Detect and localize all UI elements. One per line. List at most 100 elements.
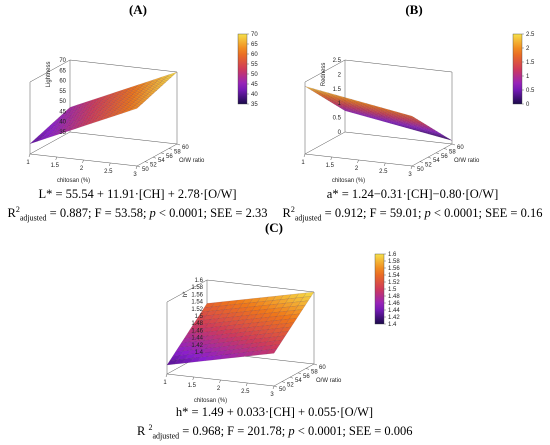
z-tick-label: 0	[338, 130, 342, 136]
r2-sup: 2	[15, 205, 20, 214]
z-tick-label: 1.48	[191, 321, 203, 327]
z-axis-label: Lightness	[46, 62, 52, 88]
z-tick-label: 35	[59, 130, 66, 136]
y-tick-mark	[160, 152, 165, 155]
x-tick-mark	[55, 156, 57, 161]
y-tick-mark	[144, 161, 149, 163]
axis-line	[69, 59, 178, 73]
z-tick-label: 1.46	[191, 328, 203, 334]
surface-cell	[297, 300, 309, 307]
colorbar-tick-label: 1.4	[388, 322, 397, 328]
x-tick-mark	[219, 379, 221, 384]
x-tick-label: 1	[163, 380, 167, 386]
x-tick-mark	[82, 159, 84, 164]
axis-line	[344, 131, 453, 145]
surface	[166, 291, 315, 366]
surface	[304, 86, 453, 141]
x-tick-mark	[410, 165, 413, 170]
z-tick-label: 65	[59, 68, 66, 74]
x-tick-label: 2.5	[379, 169, 388, 175]
surface-cell	[143, 92, 155, 99]
panel-label-a: (A)	[128, 2, 148, 17]
x-tick-label: 2.5	[104, 169, 113, 175]
z-tick-label: 0.5	[333, 116, 342, 122]
y-tick-mark	[289, 376, 294, 379]
equation-a-main: L* = 55.54 + 11.91·[CH] + 2.78·[O/W]	[38, 187, 237, 201]
colorbar-tick-label: 1	[526, 74, 530, 80]
surface-cell	[146, 90, 158, 96]
colorbar-tick-label: 1.5	[526, 60, 535, 66]
x-tick-label: 1.5	[51, 163, 60, 169]
z-tick-label: 1.5	[333, 87, 342, 93]
r2-rest-a: = 0.887; F = 53.58;	[46, 206, 150, 221]
equation-b: a* = 1.24−0.31·[CH]−0.80·[O/W] R2adjuste…	[275, 186, 550, 227]
z-tick-label: 2	[338, 72, 342, 78]
surface-cell	[303, 291, 315, 298]
equation-b-stats: R2adjusted = 0.912; F = 59.01; p < 0.000…	[275, 202, 550, 227]
y-tick-mark	[305, 368, 310, 370]
y-axis-label: O/W ratio	[179, 158, 205, 164]
x-tick-label: 3	[270, 392, 274, 398]
colorbar-tick-label: 50	[251, 72, 258, 78]
x-tick-label: 2	[217, 386, 221, 392]
y-tick-label: 60	[457, 145, 464, 151]
z-tick-label: 40	[59, 120, 66, 126]
surface	[29, 71, 178, 144]
equation-c: h* = 1.49 + 0.033·[CH] + 0.055·[O/W] R 2…	[137, 404, 413, 445]
r2-prefix: R	[7, 206, 16, 221]
surface-cell	[409, 117, 421, 122]
y-tick-mark	[427, 156, 432, 159]
colorbar-tick-label: 35	[251, 102, 258, 108]
r2-prefix: R	[282, 206, 291, 221]
x-tick-label: 2	[355, 166, 359, 172]
axis-line	[206, 279, 315, 293]
equation-b-main: a* = 1.24−0.31·[CH]−0.80·[O/W]	[326, 187, 499, 201]
equation-a: L* = 55.54 + 11.91·[CH] + 2.78·[O/W] R2a…	[0, 186, 275, 227]
x-tick-label: 1	[26, 160, 30, 166]
axis-line	[29, 59, 71, 83]
y-tick-label: 56	[441, 154, 448, 160]
r2-rest-b: < 0.0001; SEE = 0.006	[294, 424, 413, 439]
x-axis-label: chitosan (%)	[57, 178, 90, 184]
colorbar-tick-label: 45	[251, 82, 258, 88]
y-axis-label: O/W ratio	[454, 158, 480, 164]
y-tick-label: 52	[287, 383, 294, 389]
r2-rest-b: < 0.0001; SEE = 2.33	[155, 206, 268, 221]
surface-cell	[432, 131, 444, 136]
y-tick-mark	[451, 143, 456, 146]
colorbar-tick-label: 1.5	[388, 287, 397, 293]
x-tick-label: 1	[301, 160, 305, 166]
equation-a-stats: R2adjusted = 0.887; F = 53.58; p < 0.000…	[0, 202, 275, 227]
x-tick-mark	[135, 165, 138, 170]
r2-sub: adjusted	[152, 431, 180, 441]
r2-sub: adjusted	[294, 213, 322, 223]
x-tick-mark	[165, 373, 168, 378]
x-tick-mark	[192, 376, 194, 381]
y-tick-mark	[136, 165, 141, 168]
surface-cell	[404, 113, 415, 119]
y-tick-mark	[297, 372, 302, 375]
y-tick-mark	[419, 161, 424, 163]
surface-cell	[132, 103, 143, 109]
r2-rest-a: = 0.912; F = 59.01;	[321, 206, 425, 221]
x-tick-label: 1.5	[326, 163, 335, 169]
colorbar-tick-label: 1.54	[388, 273, 400, 279]
colorbar-tick-label: 1.46	[388, 301, 400, 307]
surface-cell	[157, 79, 169, 86]
axis-line	[69, 131, 178, 145]
y-tick-label: 58	[174, 149, 181, 155]
y-tick-mark	[273, 385, 278, 388]
axis-box	[304, 59, 453, 167]
y-tick-mark	[176, 143, 181, 146]
r2-rest-b: < 0.0001; SEE = 0.16	[430, 206, 543, 221]
x-tick-label: 1.5	[188, 383, 197, 389]
axis-line	[344, 59, 453, 73]
z-tick-label: 1.6	[195, 278, 204, 284]
x-tick-label: 3	[408, 172, 412, 178]
y-tick-mark	[152, 156, 157, 159]
y-tick-mark	[281, 381, 286, 383]
x-tick-label: 2	[80, 166, 84, 172]
